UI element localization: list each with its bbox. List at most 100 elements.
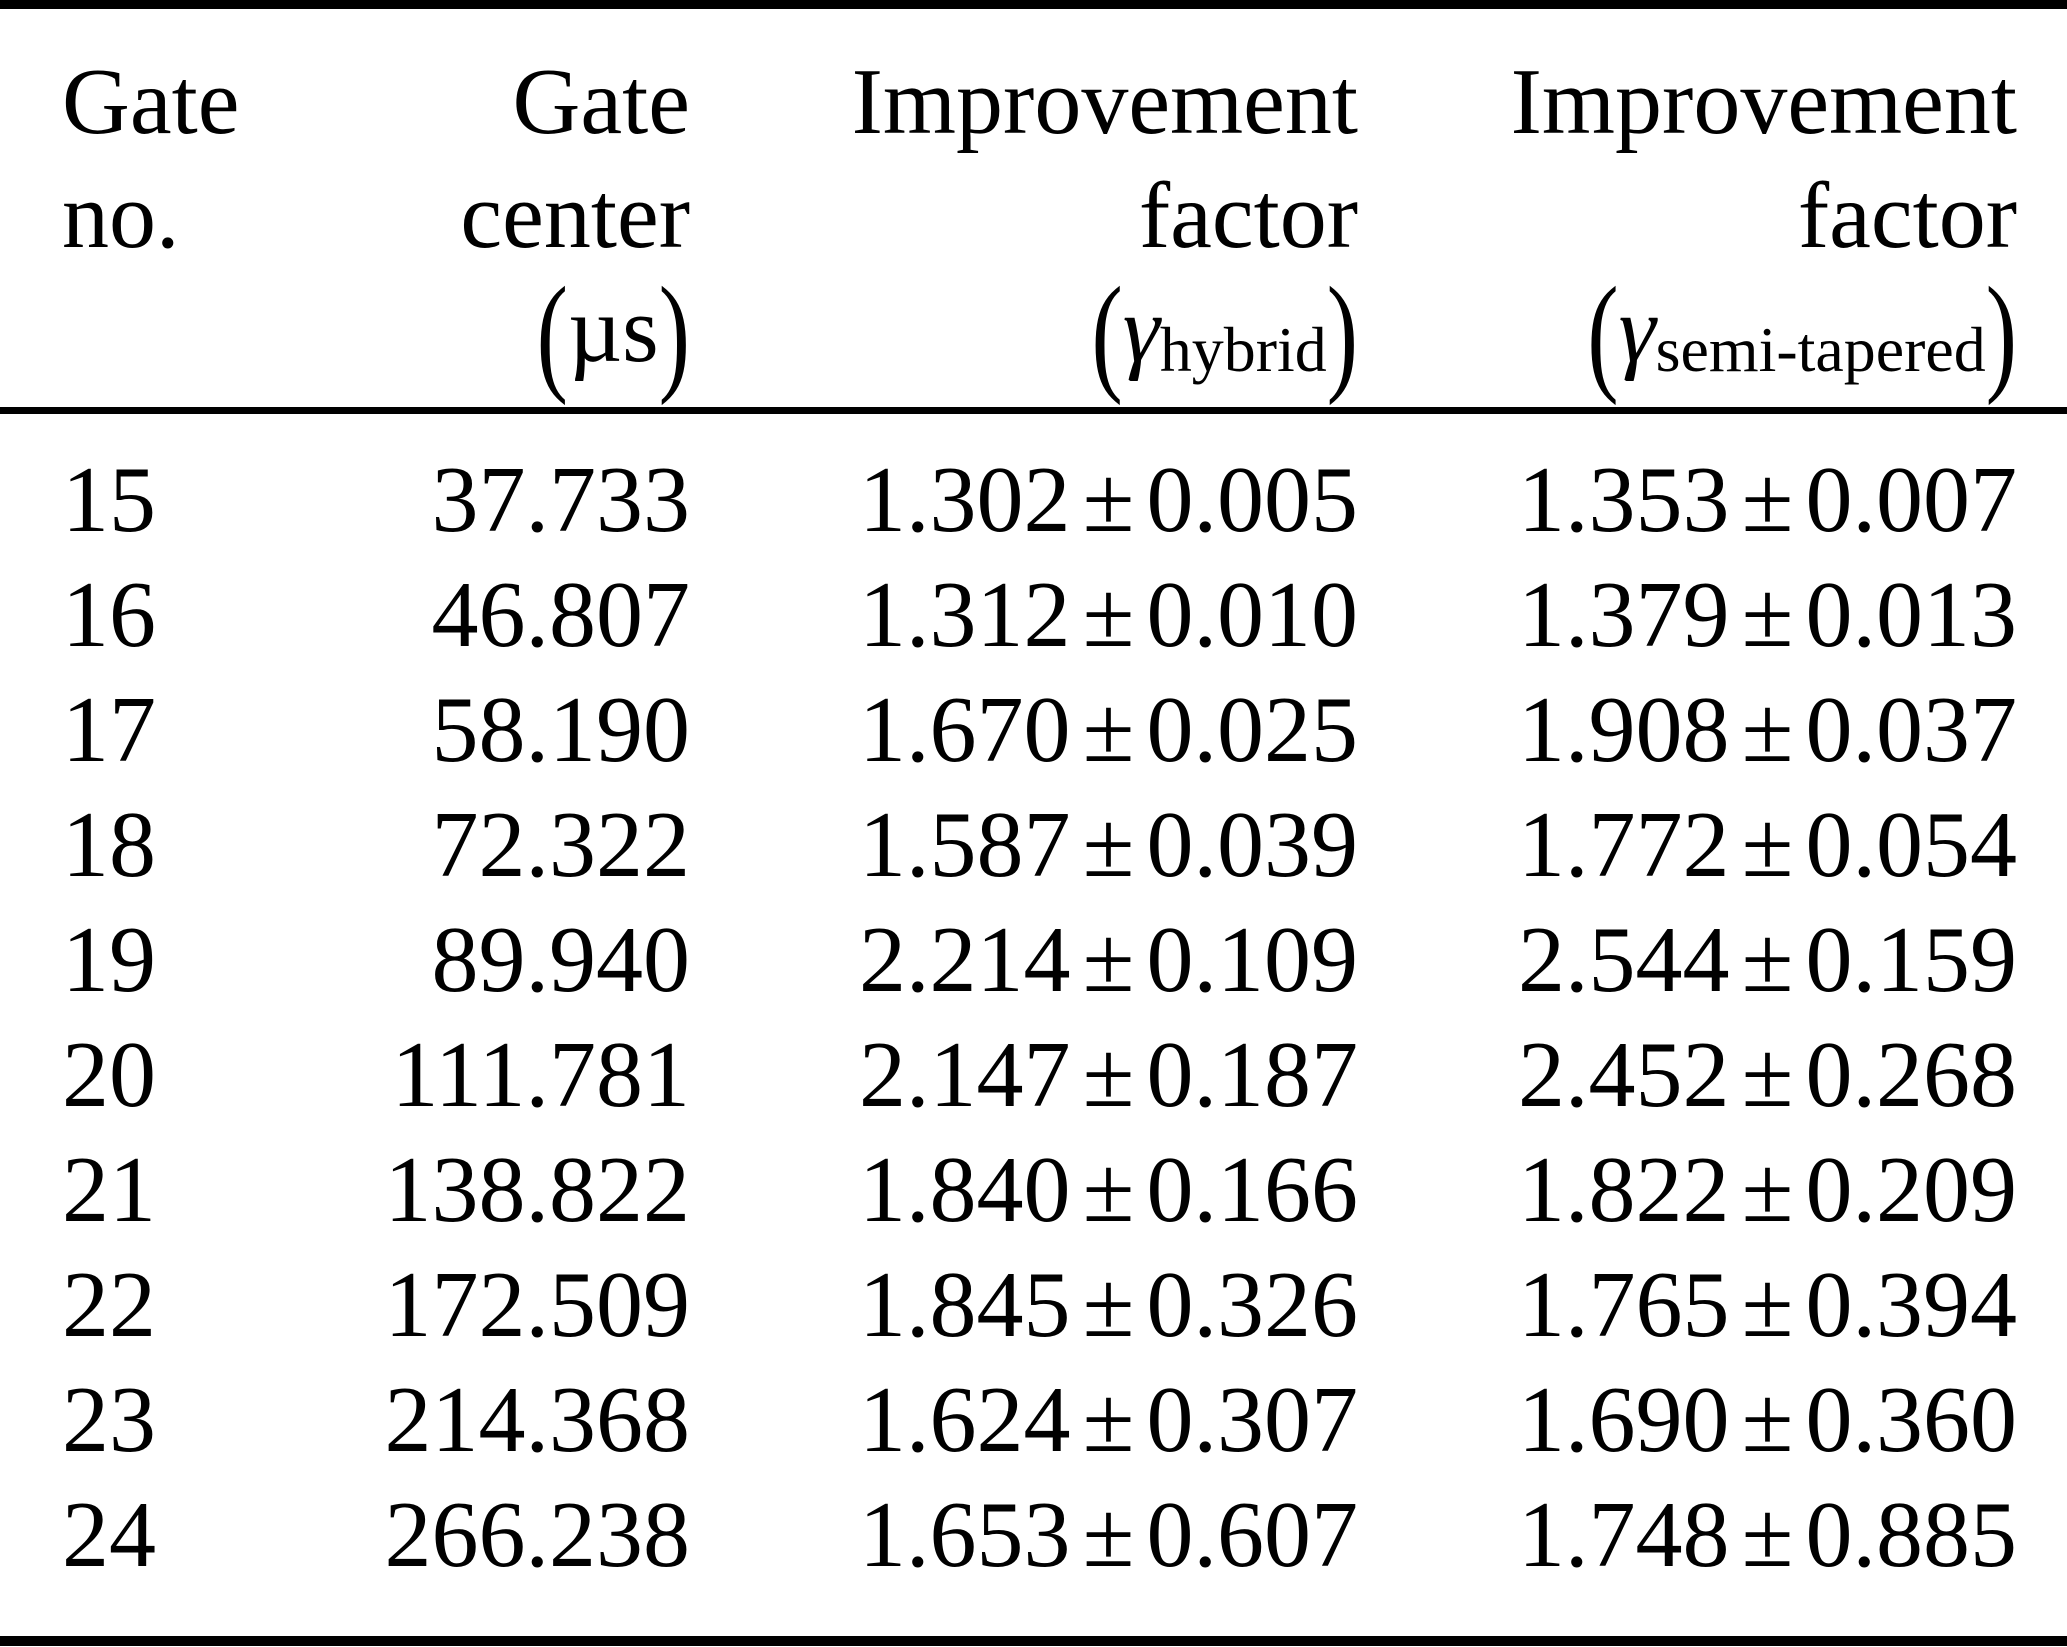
hybrid-uncertainty: 0.166 xyxy=(1146,1137,1359,1242)
plus-minus-sign: ± xyxy=(1741,1022,1794,1127)
gate-no-cell: 20 xyxy=(62,1022,156,1127)
semi-tapered-factor-cell: 2.452 ±0.268 xyxy=(1358,1017,2067,1132)
header-hybrid-line2: factor xyxy=(1138,164,1358,268)
semi-tapered-uncertainty: 0.013 xyxy=(1805,562,2018,667)
hybrid-uncertainty: 0.607 xyxy=(1146,1482,1359,1587)
semi-tapered-factor-cell: 1.748 ±0.885 xyxy=(1358,1477,2067,1641)
hybrid-uncertainty: 0.025 xyxy=(1146,677,1359,782)
plus-minus-sign: ± xyxy=(1082,677,1135,782)
open-paren: ( xyxy=(1587,260,1619,407)
plus-minus-sign: ± xyxy=(1741,447,1794,552)
semi-tapered-uncertainty: 0.037 xyxy=(1805,677,2018,782)
hybrid-factor-cell: 1.302 ±0.005 xyxy=(690,411,1358,558)
hybrid-factor-cell: 1.587 ±0.039 xyxy=(690,787,1358,902)
hybrid-value: 2.214 xyxy=(858,907,1071,1012)
hybrid-value: 2.147 xyxy=(858,1022,1071,1127)
hybrid-value: 1.670 xyxy=(858,677,1071,782)
semi-tapered-value: 1.690 xyxy=(1517,1367,1730,1472)
semi-tapered-value: 1.748 xyxy=(1517,1482,1730,1587)
gate-no-cell: 19 xyxy=(62,907,156,1012)
semi-tapered-factor-cell: 1.765 ±0.394 xyxy=(1358,1247,2067,1362)
semi-tapered-uncertainty: 0.007 xyxy=(1805,447,2018,552)
gate-no-cell: 23 xyxy=(62,1367,156,1472)
hybrid-value: 1.624 xyxy=(858,1367,1071,1472)
semi-tapered-uncertainty: 0.394 xyxy=(1805,1252,2018,1357)
semi-tapered-factor-cell: 1.772 ±0.054 xyxy=(1358,787,2067,902)
header-improvement-semi-tapered: Improvement factor (γsemi-tapered) xyxy=(1358,4,2067,414)
header-hybrid-line1: Improvement xyxy=(851,50,1358,154)
semi-tapered-value: 1.772 xyxy=(1517,792,1730,897)
hybrid-uncertainty: 0.307 xyxy=(1146,1367,1359,1472)
header-gate-no-line2: no. xyxy=(62,164,180,268)
unit-microseconds: µs xyxy=(567,278,659,382)
plus-minus-sign: ± xyxy=(1082,1022,1135,1127)
table-row-gate-22: 22 172.509 1.845 ±0.326 1.765 ±0.394 xyxy=(0,1247,2067,1362)
open-paren: ( xyxy=(1091,260,1123,407)
semi-tapered-value: 1.379 xyxy=(1517,562,1730,667)
header-gate-center-line2: center xyxy=(460,164,690,268)
table-header: Gate no. Gate center (µs) Improvement fa… xyxy=(0,4,2067,414)
hybrid-uncertainty: 0.010 xyxy=(1146,562,1359,667)
header-hybrid-symbol: (γhybrid) xyxy=(690,261,1358,407)
table-row-gate-15: 15 37.733 1.302 ±0.005 1.353 ±0.007 xyxy=(0,411,2067,558)
semi-tapered-uncertainty: 0.360 xyxy=(1805,1367,2018,1472)
semi-tapered-factor-cell: 1.353 ±0.007 xyxy=(1358,411,2067,558)
header-improvement-hybrid: Improvement factor (γhybrid) xyxy=(690,4,1358,414)
hybrid-factor-cell: 1.670 ±0.025 xyxy=(690,672,1358,787)
semi-tapered-factor-cell: 1.908 ±0.037 xyxy=(1358,672,2067,787)
close-paren: ) xyxy=(1985,260,2017,407)
plus-minus-sign: ± xyxy=(1741,1482,1794,1587)
semi-tapered-value: 2.452 xyxy=(1517,1022,1730,1127)
semi-tapered-uncertainty: 0.268 xyxy=(1805,1022,2018,1127)
gamma-symbol: γ xyxy=(1122,278,1160,382)
table-body: 15 37.733 1.302 ±0.005 1.353 ±0.007 16 46.… xyxy=(0,411,2067,1642)
plus-minus-sign: ± xyxy=(1741,562,1794,667)
hybrid-uncertainty: 0.187 xyxy=(1146,1022,1359,1127)
gate-center-cell: 89.940 xyxy=(431,907,691,1012)
gamma-subscript-hybrid: hybrid xyxy=(1159,314,1327,386)
hybrid-value: 1.302 xyxy=(858,447,1071,552)
table-row-gate-18: 18 72.322 1.587 ±0.039 1.772 ±0.054 xyxy=(0,787,2067,902)
gate-no-cell: 18 xyxy=(62,792,156,897)
gate-center-cell: 214.368 xyxy=(384,1367,691,1472)
hybrid-factor-cell: 1.840 ±0.166 xyxy=(690,1132,1358,1247)
plus-minus-sign: ± xyxy=(1082,1482,1135,1587)
semi-tapered-factor-cell: 1.379 ±0.013 xyxy=(1358,557,2067,672)
plus-minus-sign: ± xyxy=(1082,1137,1135,1242)
gate-center-cell: 37.733 xyxy=(431,447,691,552)
plus-minus-sign: ± xyxy=(1082,447,1135,552)
gate-center-cell: 138.822 xyxy=(384,1137,691,1242)
semi-tapered-factor-cell: 1.690 ±0.360 xyxy=(1358,1362,2067,1477)
header-semi-tapered-symbol: (γsemi-tapered) xyxy=(1358,261,2017,407)
gamma-symbol: γ xyxy=(1618,278,1656,382)
hybrid-uncertainty: 0.326 xyxy=(1146,1252,1359,1357)
semi-tapered-uncertainty: 0.209 xyxy=(1805,1137,2018,1242)
hybrid-value: 1.587 xyxy=(858,792,1071,897)
table-row-gate-19: 19 89.940 2.214 ±0.109 2.544 ±0.159 xyxy=(0,902,2067,1017)
close-paren: ) xyxy=(1326,260,1358,407)
table-row-gate-23: 23 214.368 1.624 ±0.307 1.690 ±0.360 xyxy=(0,1362,2067,1477)
gate-no-cell: 17 xyxy=(62,677,156,782)
semi-tapered-factor-cell: 2.544 ±0.159 xyxy=(1358,902,2067,1017)
gate-center-cell: 58.190 xyxy=(431,677,691,782)
gamma-subscript-semi-tapered: semi-tapered xyxy=(1655,314,1986,386)
gate-center-cell: 46.807 xyxy=(431,562,691,667)
plus-minus-sign: ± xyxy=(1082,792,1135,897)
header-semi-tapered-line1: Improvement xyxy=(1510,50,2017,154)
gate-center-cell: 266.238 xyxy=(384,1482,691,1587)
semi-tapered-value: 2.544 xyxy=(1517,907,1730,1012)
gate-no-cell: 15 xyxy=(62,447,156,552)
header-semi-tapered-line2: factor xyxy=(1797,164,2017,268)
hybrid-factor-cell: 1.653 ±0.607 xyxy=(690,1477,1358,1641)
table-row-gate-24: 24 266.238 1.653 ±0.607 1.748 ±0.885 xyxy=(0,1477,2067,1641)
plus-minus-sign: ± xyxy=(1741,792,1794,897)
header-row: Gate no. Gate center (µs) Improvement fa… xyxy=(0,4,2067,414)
table-row-gate-17: 17 58.190 1.670 ±0.025 1.908 ±0.037 xyxy=(0,672,2067,787)
table-row-gate-21: 21 138.822 1.840 ±0.166 1.822 ±0.209 xyxy=(0,1132,2067,1247)
hybrid-value: 1.845 xyxy=(858,1252,1071,1357)
plus-minus-sign: ± xyxy=(1741,907,1794,1012)
header-gate-center-unit: (µs) xyxy=(253,261,690,407)
gate-center-cell: 111.781 xyxy=(391,1022,690,1127)
gate-center-cell: 172.509 xyxy=(384,1252,691,1357)
